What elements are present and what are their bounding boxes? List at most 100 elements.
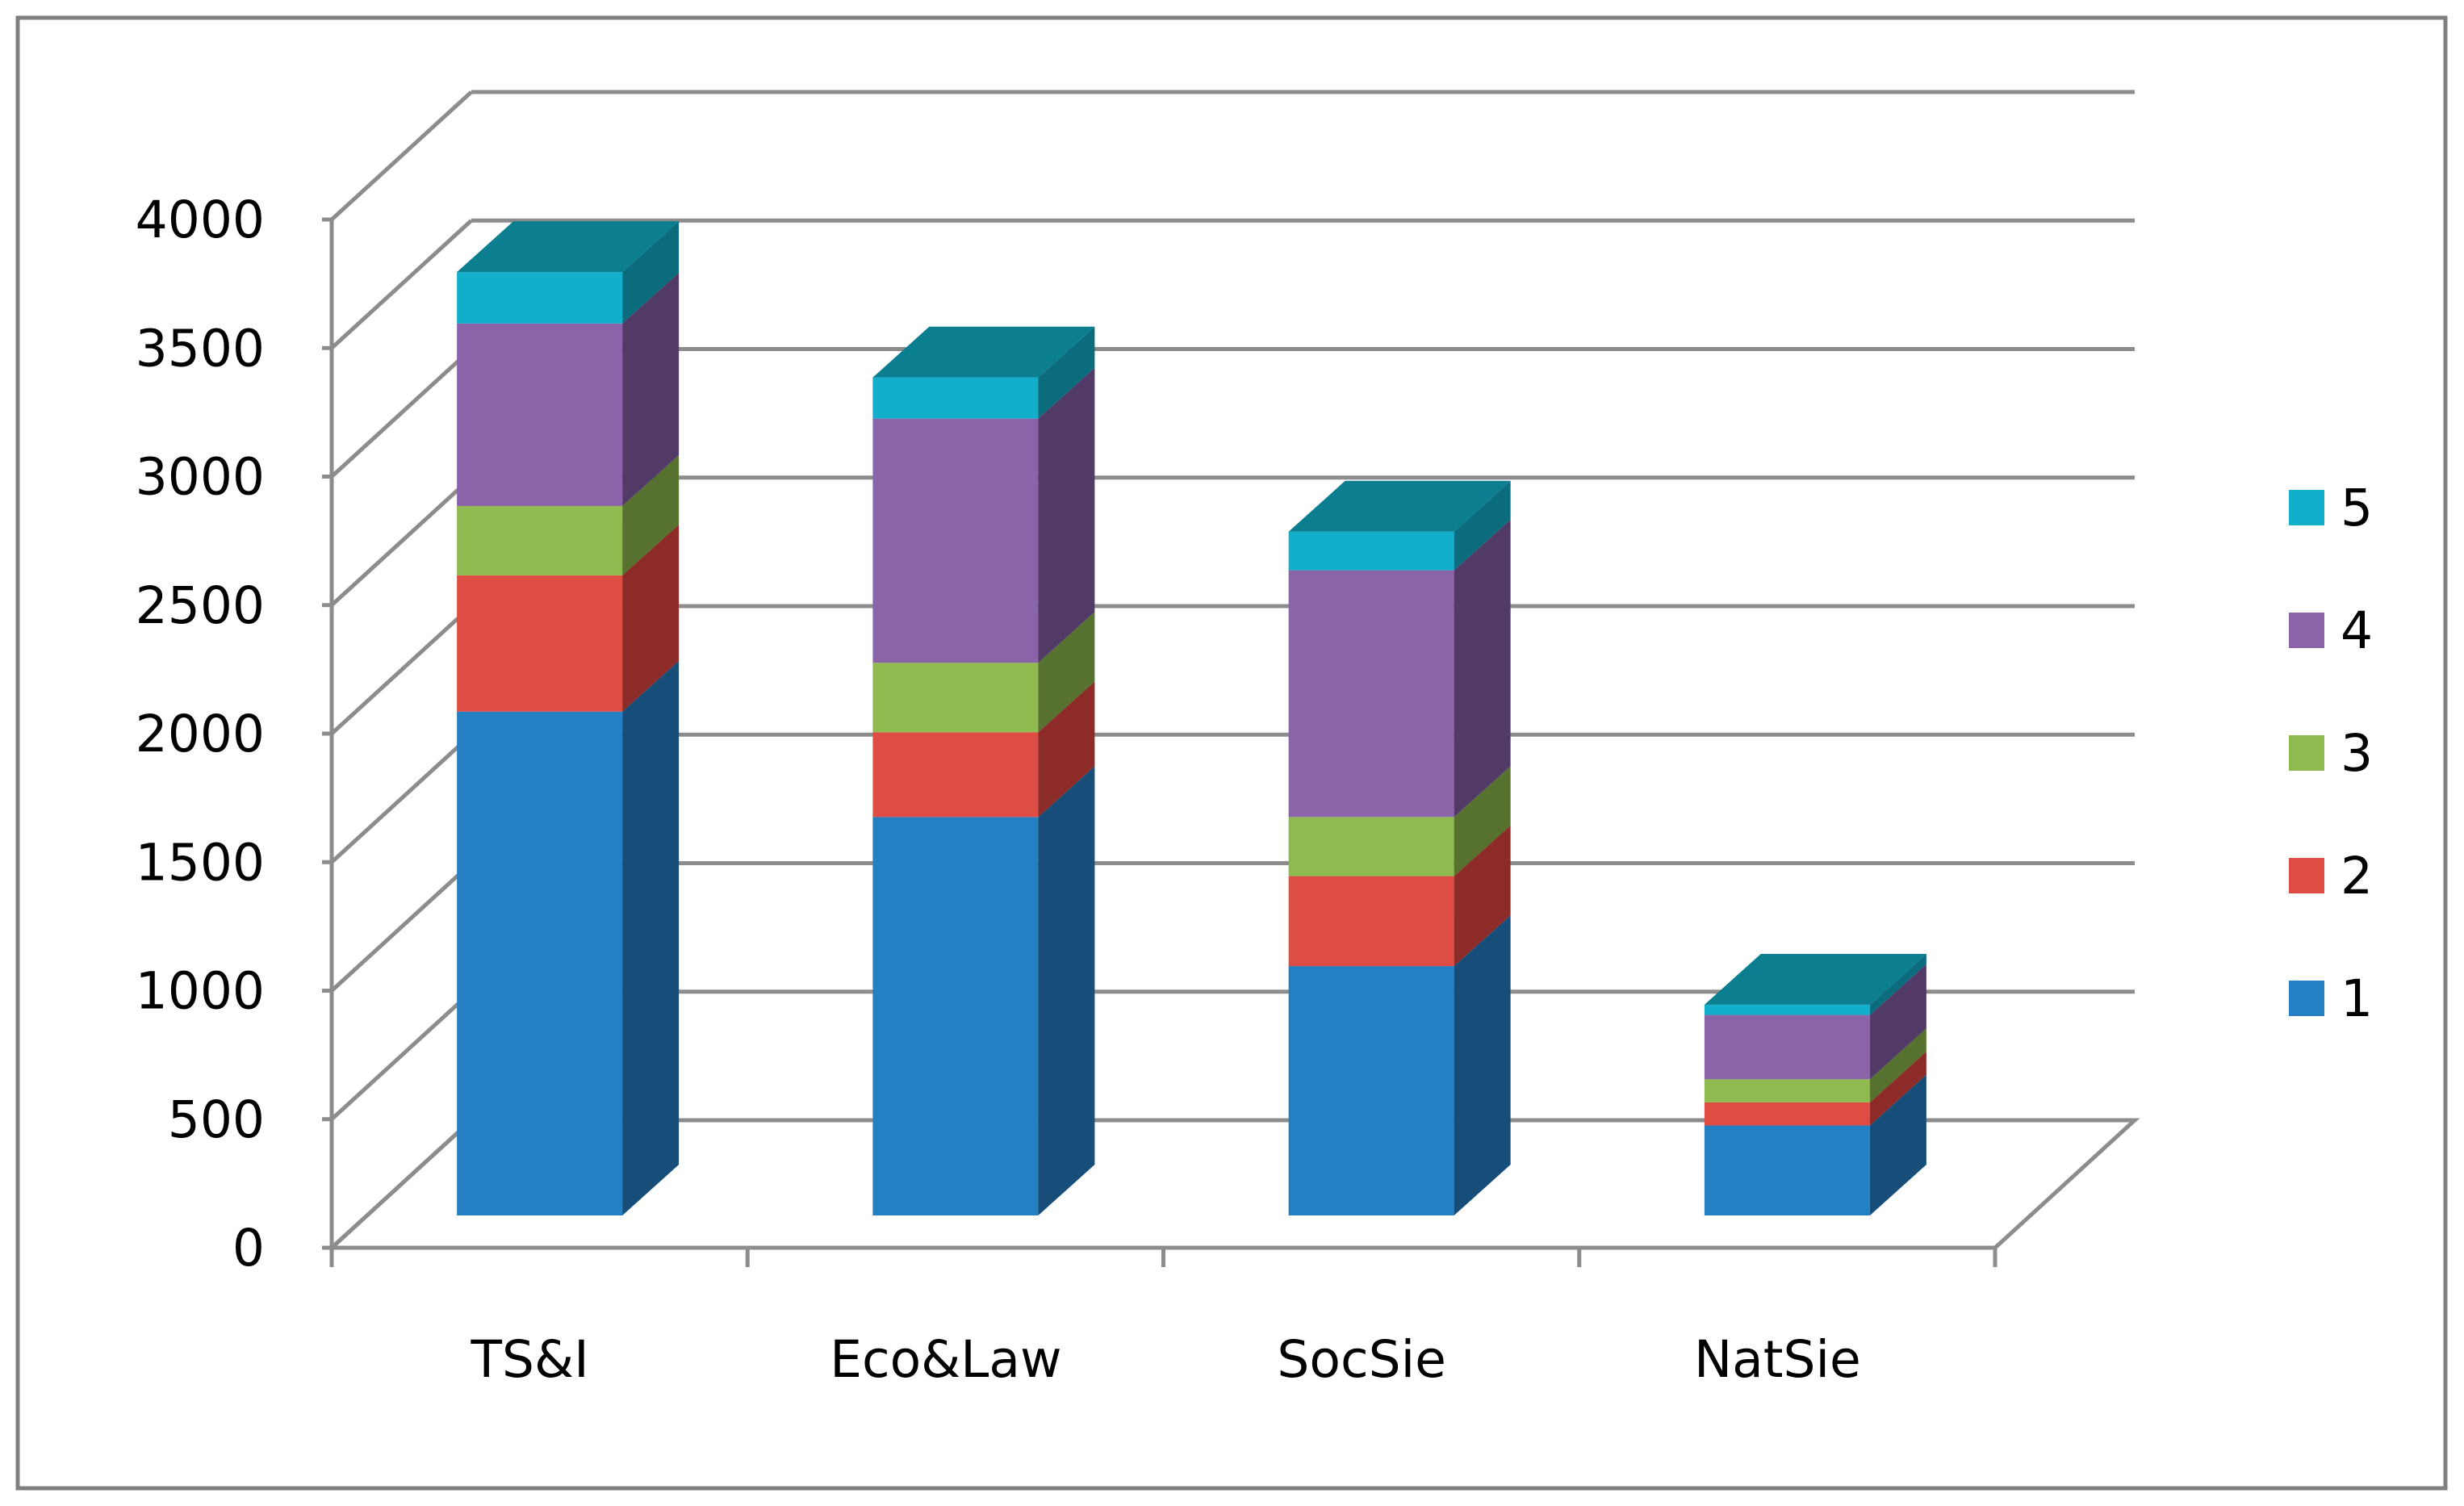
y-tick-label: 2500 — [136, 576, 265, 635]
legend-label: 1 — [2341, 969, 2373, 1028]
y-tick-label: 3000 — [136, 448, 265, 507]
bar-front — [872, 817, 1039, 1215]
bar-side — [1454, 766, 1511, 876]
bar-side — [622, 454, 680, 575]
bar-segment — [872, 367, 1095, 663]
bar-top — [1704, 953, 1926, 1005]
bar-side — [1454, 519, 1511, 818]
bar-front — [872, 663, 1039, 733]
legend-item: 4 — [2289, 601, 2373, 660]
bar-front — [1288, 876, 1454, 967]
bar-top — [457, 221, 680, 273]
gridline-diagonal — [330, 989, 473, 1121]
bar-side — [1454, 825, 1511, 967]
bar-segment — [1288, 766, 1511, 876]
legend-item: 5 — [2289, 479, 2373, 538]
bar-side — [1869, 964, 1926, 1080]
category-label: Eco&Law — [830, 1330, 1061, 1389]
legend-item: 3 — [2289, 724, 2373, 783]
legend-swatch — [2289, 490, 2324, 525]
bar-side — [1038, 681, 1095, 818]
bar-segment — [872, 326, 1095, 419]
bar-segment — [457, 221, 680, 324]
bar-segment — [1288, 480, 1511, 571]
bar-front — [457, 711, 623, 1215]
bar-segment — [1288, 519, 1511, 818]
bar-front — [457, 505, 623, 575]
y-tick-label: 1500 — [136, 833, 265, 892]
y-tick-label: 2000 — [136, 705, 265, 763]
legend-label: 4 — [2341, 601, 2373, 660]
y-tick-label: 3500 — [136, 319, 265, 378]
bar-segment — [457, 272, 680, 506]
bar-segment — [457, 454, 680, 575]
chart-frame — [15, 15, 2448, 1491]
bar-segment — [872, 766, 1095, 1215]
bar-front — [457, 323, 623, 506]
bar-segment — [1288, 825, 1511, 967]
bar-front — [872, 418, 1039, 663]
gridline-diagonal — [330, 733, 473, 864]
bar-front — [1288, 570, 1454, 818]
bar-side — [1869, 1028, 1926, 1102]
y-tick-label: 0 — [232, 1219, 265, 1278]
bar-front — [457, 575, 623, 712]
bar-segment — [457, 660, 680, 1215]
bar-side — [1869, 1051, 1926, 1126]
gridline-diagonal — [330, 475, 473, 607]
gridline-diagonal — [330, 90, 473, 221]
gridlines — [322, 90, 2140, 1267]
bar-segment — [1704, 1051, 1926, 1126]
legend-swatch — [2289, 858, 2324, 893]
bar-side — [622, 221, 680, 324]
legend-item: 1 — [2289, 969, 2373, 1028]
bar-front — [1288, 817, 1454, 876]
legend-swatch — [2289, 613, 2324, 648]
gridline-diagonal — [330, 219, 473, 350]
y-axis-ticks: 0 500 1000 1500 2000 2500 3000 3500 4000 — [136, 190, 265, 1278]
bar-segment — [457, 524, 680, 712]
bar-top — [872, 326, 1095, 378]
bar-front — [1704, 1125, 1870, 1215]
y-tick-label: 500 — [168, 1090, 265, 1149]
bar-front — [1704, 1102, 1870, 1126]
legend: 5 4 3 2 1 — [2289, 479, 2373, 1028]
bar-front — [872, 732, 1039, 818]
bar-side — [1038, 612, 1095, 733]
bar-side — [1038, 766, 1095, 1215]
gridline-diagonal — [330, 604, 473, 735]
bar-front — [1288, 966, 1454, 1215]
bar-front — [1704, 1079, 1870, 1102]
bar-segment — [1704, 953, 1926, 1015]
bar-front — [1288, 531, 1454, 571]
legend-swatch — [2289, 981, 2324, 1016]
category-label: SocSie — [1277, 1330, 1445, 1389]
bar-side — [622, 660, 680, 1215]
category-label: NatSie — [1694, 1330, 1861, 1389]
bar-side — [1038, 367, 1095, 663]
bar-segment — [1704, 1028, 1926, 1102]
bar-segment — [872, 681, 1095, 818]
x-axis-categories: TS&I Eco&Law SocSie NatSie — [471, 1330, 1861, 1389]
gridline-diagonal — [330, 861, 473, 993]
legend-label: 3 — [2341, 724, 2373, 783]
bar-front — [1704, 1014, 1870, 1080]
legend-swatch — [2289, 735, 2324, 771]
floor — [326, 1118, 2140, 1250]
bars — [457, 221, 1926, 1215]
bar-segment — [1704, 1074, 1926, 1215]
bar-front — [1704, 1004, 1870, 1015]
legend-item: 2 — [2289, 847, 2373, 906]
bar-side — [1869, 953, 1926, 1015]
bar-side — [1454, 480, 1511, 571]
bar-side — [622, 272, 680, 506]
y-tick-label: 1000 — [136, 962, 265, 1021]
bar-segment — [1704, 964, 1926, 1080]
y-tick-label: 4000 — [136, 190, 265, 249]
gridline-diagonal — [330, 347, 473, 479]
bar-side — [1454, 915, 1511, 1215]
bar-side — [622, 524, 680, 712]
bar-segment — [1288, 915, 1511, 1215]
bar-front — [872, 377, 1039, 419]
